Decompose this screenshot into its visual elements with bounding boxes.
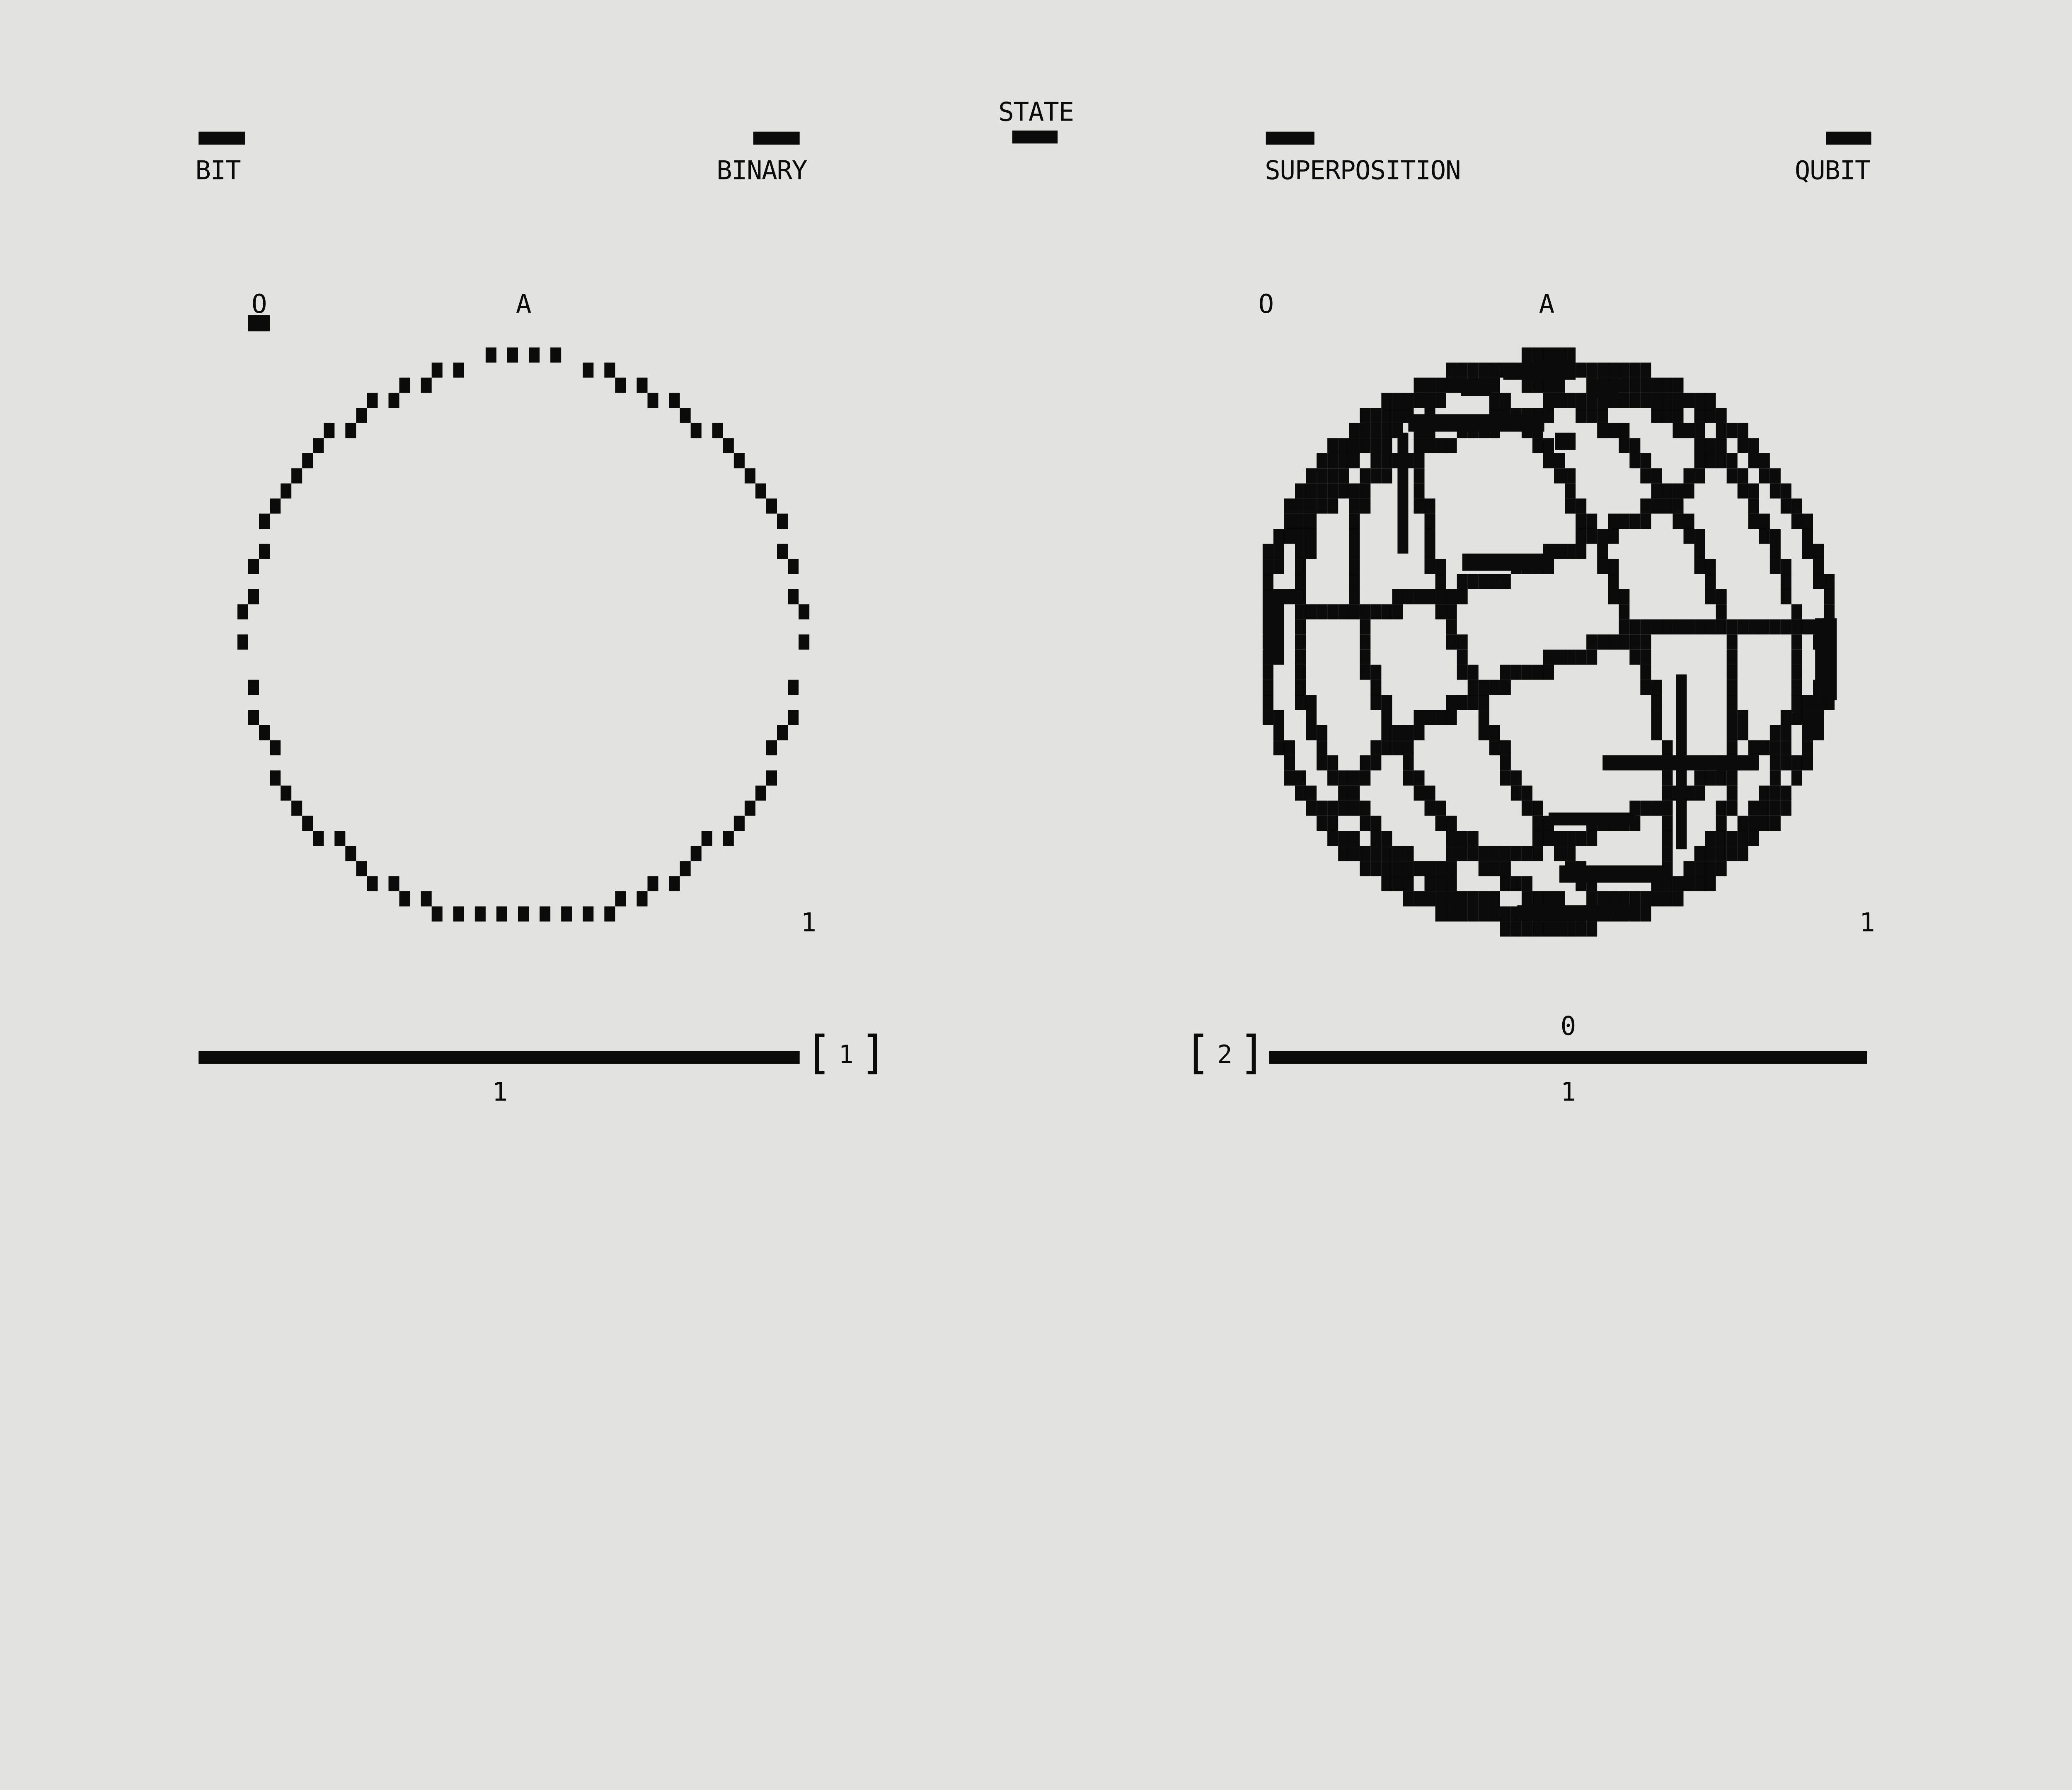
bit-bar-below-label: 1 (492, 1076, 508, 1107)
artwork-stage: BIT BINARY STATE SUPERPOSITION QUBIT O A… (195, 97, 1875, 1107)
figure-number-1: [ 1 ] (805, 1030, 887, 1076)
qubit-top-label: A (1539, 289, 1555, 319)
qubit-origin-label: O (1258, 289, 1274, 319)
figure-number-2: [ 2 ] (1184, 1030, 1266, 1076)
binary-dash-marker (753, 131, 800, 145)
superposition-dash-marker (1266, 131, 1314, 145)
bit-probability-bar (198, 1051, 800, 1064)
pixel-art-canvas (237, 347, 1837, 937)
figure-2-close-bracket: ] (1239, 1026, 1266, 1079)
qubit-sphere-art (1262, 347, 1837, 937)
header-label-qubit: QUBIT (1794, 155, 1871, 186)
bit-state-marker (248, 315, 270, 331)
header-label-superposition: SUPERPOSITION (1265, 155, 1461, 186)
bit-top-label: A (516, 289, 532, 319)
bit-dash-marker (198, 131, 245, 145)
qubit-side-label: 1 (1859, 907, 1875, 938)
state-dash-marker (1012, 131, 1058, 144)
header-label-bit: BIT (195, 155, 241, 186)
qubit-bar-above-label: 0 (1560, 1011, 1576, 1042)
bit-origin-label: O (251, 289, 267, 319)
figure-1-open-bracket: [ (805, 1026, 832, 1079)
figure-1-close-bracket: ] (860, 1026, 888, 1079)
bit-side-label: 1 (801, 907, 816, 938)
figure-2-number: 2 (1217, 1040, 1232, 1069)
qubit-bar-below-label: 1 (1560, 1076, 1576, 1107)
figure-1-number: 1 (838, 1040, 854, 1069)
header-label-binary: BINARY (716, 155, 807, 186)
qubit-dash-marker (1826, 131, 1871, 145)
figure-2-open-bracket: [ (1184, 1026, 1211, 1079)
bit-circle-art (237, 347, 810, 922)
page-title-state: STATE (998, 97, 1074, 128)
qubit-probability-bar (1269, 1051, 1867, 1064)
